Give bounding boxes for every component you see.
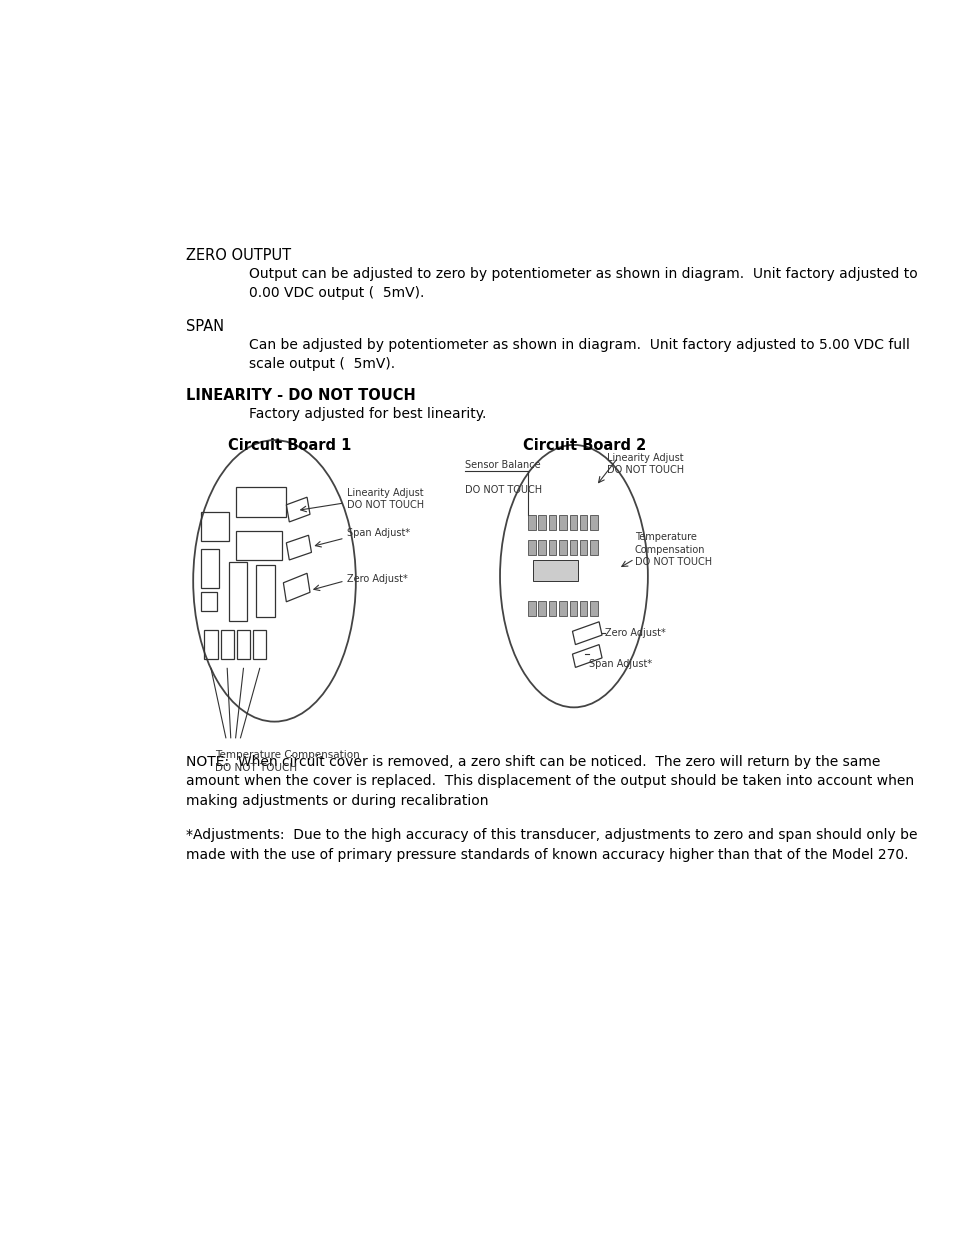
Bar (569, 515, 577, 531)
Bar (200, 513, 229, 541)
Bar (590, 540, 597, 556)
Text: Circuit Board 1: Circuit Board 1 (228, 438, 351, 453)
Bar (579, 601, 587, 616)
Bar (528, 540, 535, 556)
Text: LINEARITY - DO NOT TOUCH: LINEARITY - DO NOT TOUCH (186, 388, 416, 403)
Text: Linearity Adjust
DO NOT TOUCH: Linearity Adjust DO NOT TOUCH (606, 452, 683, 475)
Bar (590, 515, 597, 531)
Bar (236, 630, 250, 658)
Bar (220, 630, 233, 658)
Text: ZERO OUTPUT: ZERO OUTPUT (186, 248, 291, 263)
Bar (253, 630, 266, 658)
Bar (590, 601, 597, 616)
Text: Circuit Board 2: Circuit Board 2 (523, 438, 646, 453)
Bar (204, 630, 217, 658)
Bar (255, 564, 274, 618)
Text: DO NOT TOUCH: DO NOT TOUCH (464, 485, 541, 495)
Text: SPAN: SPAN (186, 320, 224, 335)
Bar (200, 593, 216, 611)
Bar (537, 601, 545, 616)
Text: Temperature Compensation
DO NOT TOUCH: Temperature Compensation DO NOT TOUCH (215, 750, 359, 773)
Bar (569, 540, 577, 556)
Bar (229, 562, 247, 621)
Bar (200, 548, 219, 589)
Text: Factory adjusted for best linearity.: Factory adjusted for best linearity. (249, 406, 485, 421)
Bar (537, 515, 545, 531)
Text: NOTE:  When circuit cover is removed, a zero shift can be noticed.  The zero wil: NOTE: When circuit cover is removed, a z… (186, 755, 913, 808)
Bar (558, 601, 566, 616)
Text: Output can be adjusted to zero by potentiometer as shown in diagram.  Unit facto: Output can be adjusted to zero by potent… (249, 267, 917, 300)
Bar (558, 540, 566, 556)
Bar (569, 601, 577, 616)
Text: Sensor Balance: Sensor Balance (464, 459, 539, 469)
Bar (579, 540, 587, 556)
Text: Linearity Adjust
DO NOT TOUCH: Linearity Adjust DO NOT TOUCH (347, 488, 424, 510)
Bar (533, 559, 577, 580)
Text: Temperature
Compensation
DO NOT TOUCH: Temperature Compensation DO NOT TOUCH (634, 532, 711, 567)
Bar (548, 540, 556, 556)
Bar (528, 601, 535, 616)
Text: *Adjustments:  Due to the high accuracy of this transducer, adjustments to zero : *Adjustments: Due to the high accuracy o… (186, 829, 917, 862)
Text: Span Adjust*: Span Adjust* (588, 658, 651, 668)
Bar (537, 540, 545, 556)
Bar (235, 487, 286, 517)
Bar (548, 515, 556, 531)
Text: Span Adjust*: Span Adjust* (347, 529, 410, 538)
Bar (235, 531, 282, 559)
Bar (579, 515, 587, 531)
Bar (528, 515, 535, 531)
Text: Can be adjusted by potentiometer as shown in diagram.  Unit factory adjusted to : Can be adjusted by potentiometer as show… (249, 338, 908, 372)
Bar (548, 601, 556, 616)
Bar (558, 515, 566, 531)
Text: Zero Adjust*: Zero Adjust* (347, 574, 407, 584)
Text: Zero Adjust*: Zero Adjust* (604, 629, 665, 638)
